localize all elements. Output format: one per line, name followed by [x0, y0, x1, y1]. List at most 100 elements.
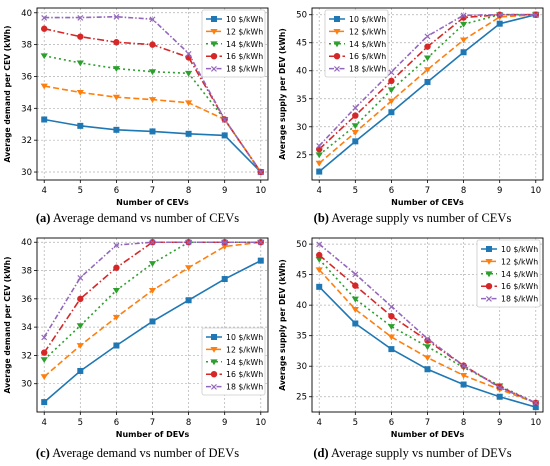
y-tick-label: 40 [296, 301, 307, 311]
x-tick-label: 5 [353, 418, 358, 428]
legend-label: 14 $/kWh [501, 270, 538, 279]
data-point [423, 55, 432, 62]
data-point: × [459, 361, 467, 372]
data-point [423, 355, 432, 362]
x-axis-label: Number of CEVs [391, 198, 464, 207]
series-5: × × × × × × × [40, 12, 265, 178]
y-tick-label: 35 [296, 95, 307, 105]
x-tick-label: 10 [255, 418, 266, 428]
x-tick-label: 10 [255, 186, 266, 196]
data-point: × [351, 103, 359, 114]
series-line [318, 243, 537, 404]
data-point [185, 297, 192, 304]
legend-label: 12 $/kWh [349, 27, 386, 36]
data-point [41, 399, 48, 406]
data-point [76, 323, 84, 330]
data-point [221, 132, 228, 139]
y-axis-label: Average supply per DEV (kWh) [278, 259, 287, 391]
data-point [40, 53, 48, 60]
x-tick-label: 8 [186, 418, 191, 428]
data-point [112, 314, 121, 321]
data-point [532, 404, 539, 411]
data-point: × [423, 31, 431, 42]
data-point [76, 90, 84, 96]
x-tick-label: 6 [114, 418, 119, 428]
x-tick-label: 8 [186, 186, 191, 196]
data-point [424, 337, 431, 344]
x-tick-label: 9 [222, 418, 227, 428]
data-point [352, 320, 359, 327]
legend-label: 10 $/kWh [226, 15, 263, 24]
data-point [351, 129, 359, 136]
y-tick-label: 34 [21, 323, 32, 333]
data-point [387, 87, 396, 94]
x-tick-label: 6 [114, 186, 119, 196]
data-point [148, 287, 157, 294]
legend-marker [486, 246, 492, 252]
legend-box [201, 327, 266, 396]
legend-box [201, 9, 266, 78]
x-tick-label: 5 [78, 418, 83, 428]
data-point: × [387, 67, 395, 78]
data-point [423, 344, 432, 351]
data-point: × [495, 383, 503, 394]
caption-b-text: Average supply vs number of CEVs [328, 211, 512, 225]
legend-marker: × [333, 64, 341, 75]
y-tick-label: 30 [296, 123, 307, 133]
caption-a-text: Average demand vs number of CEVs [50, 211, 240, 225]
x-tick-label: 4 [317, 418, 322, 428]
x-tick-label: 7 [150, 418, 155, 428]
data-point [77, 33, 84, 40]
data-point [459, 372, 468, 379]
data-point [77, 295, 84, 303]
data-point: × [184, 49, 192, 60]
data-point [424, 366, 431, 373]
y-tick-label: 38 [21, 267, 32, 277]
data-point [315, 152, 323, 159]
y-tick-label: 25 [296, 151, 307, 161]
legend-label: 18 $/kWh [501, 295, 538, 304]
data-point [315, 160, 323, 167]
y-tick-label: 30 [296, 362, 307, 372]
y-tick-label: 50 [296, 240, 307, 250]
data-point [112, 287, 121, 294]
y-tick-label: 34 [21, 104, 32, 114]
data-point [148, 69, 157, 76]
y-tick-label: 50 [296, 11, 307, 21]
legend-marker [333, 53, 341, 60]
data-point: × [76, 273, 84, 284]
legend-marker: × [485, 294, 493, 305]
legend-label: 16 $/kWh [349, 52, 386, 61]
data-point: × [220, 115, 228, 126]
data-point [185, 130, 192, 137]
y-tick-label: 36 [21, 295, 32, 305]
data-point [315, 256, 323, 263]
data-point [184, 100, 193, 107]
legend-marker [211, 334, 217, 340]
x-tick-label: 5 [78, 186, 83, 196]
data-point [221, 276, 228, 283]
legend-label: 16 $/kWh [226, 370, 263, 379]
data-point: × [459, 11, 467, 22]
data-point: × [40, 13, 48, 24]
y-tick-label: 45 [296, 271, 307, 281]
x-axis-label: Number of CEVs [116, 198, 189, 207]
data-point [496, 393, 503, 400]
x-tick-label: 6 [389, 418, 394, 428]
y-tick-label: 30 [21, 168, 32, 178]
data-point [424, 78, 431, 85]
series-5: × × × × × × × [315, 10, 540, 152]
legend-label: 18 $/kWh [226, 383, 263, 392]
legend-label: 14 $/kWh [226, 40, 263, 49]
legend-marker [333, 41, 341, 48]
legend-label: 12 $/kWh [226, 345, 263, 354]
x-tick-label: 10 [530, 186, 541, 196]
y-tick-label: 38 [21, 41, 32, 51]
legend: 10 $/kWh 12 $/kWh 14 $/kWh 16 $/kWh × 18 $/kW… [201, 327, 266, 396]
data-point [113, 39, 120, 46]
legend-box [324, 9, 389, 78]
legend-marker [333, 29, 341, 35]
data-point [77, 367, 84, 374]
caption-b: (b) Average supply vs number of CEVs [275, 211, 550, 226]
